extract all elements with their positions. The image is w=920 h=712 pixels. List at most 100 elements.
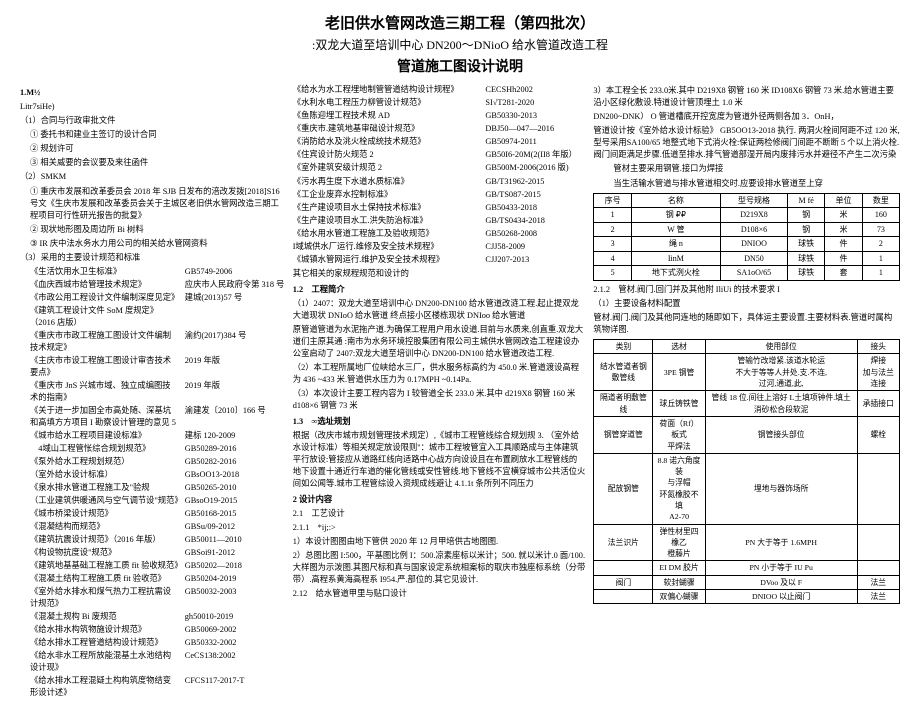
c1-i1: ① 委托书和建业主签订的设计合同: [20, 129, 285, 141]
std-code: GB50204-2019: [185, 573, 285, 585]
column-1: 1.M½ Litr7siHe) （1）合同与行政审批文件 ① 委托书和建业主签订…: [20, 83, 285, 700]
c2-p21a: 1）本设计图图由地下管供 2020 年 12 月甲培供古地图图.: [293, 536, 586, 548]
std-name: 《重庆市市政工程施工图设计文件编制技术规定》: [30, 330, 185, 354]
c1-p3: ③ IR 庆中法水务水力用公司的相关给水管网资料: [20, 238, 285, 250]
c2-h21: 2.1 工艺设计: [293, 508, 586, 520]
c1-h2: （2）SMKM: [20, 171, 285, 183]
materials-table: 序号名称型号规格M fé单位数里 1钢 ₽₽D219X8钢米1602W 管D10…: [593, 193, 900, 282]
table-row: 2W 管D108×6钢米73: [594, 222, 900, 237]
std-code: GBSu/09-2012: [185, 521, 285, 533]
c2-p13a: 根据（改庆市城市规划管理技术规定）,《城市工程管线综合规划规 3. （室外给水设…: [293, 430, 586, 490]
c3-p1: 3）本工程全长 233.0米.其中 D219X8 钢管 160 米 ID108X…: [593, 85, 900, 109]
table-header: 选材: [653, 340, 705, 354]
std-code: GB/TS087-2015: [485, 189, 585, 201]
title-line-3: 管道施工图设计说明: [20, 58, 900, 78]
std-code: GBsoO19-2015: [185, 495, 285, 507]
std-code: GB50974-2011: [485, 136, 585, 148]
c2-h12: 1.2 工程简介: [293, 284, 586, 296]
table-header: 序号: [594, 193, 631, 208]
c1-p2: ② 现状地形图及周边所 Bi 树料: [20, 224, 285, 236]
c2-p12c: （2）本工程所属地厂位峡给水三厂，供水服务标高约为 450.0 米.管道渡设高程…: [293, 362, 586, 386]
c3-p6: 管材.阀门.阀门及其他同连地的随即如下，具体运主要设置.主要材料表.管道时属构筑…: [593, 312, 900, 336]
title-line-1: 老旧供水管网改造三期工程（第四批次）: [20, 14, 900, 35]
table-header: 类别: [594, 340, 653, 354]
std-code: CFCS117-2017-T: [185, 675, 285, 699]
std-name: 《重庆市.建筑地基审础设计规范》: [293, 123, 486, 135]
table-header: 型号规格: [721, 193, 788, 208]
table-row: 3绳 nDNIOO球铁件2: [594, 237, 900, 252]
std-name: 《室外给水排水和煤气热力工程抗需设计规范》: [30, 586, 185, 610]
std-name: 《市政公用工程设计文件编制深度见定》: [30, 292, 185, 304]
std-code: 渝建发〔2010〕166 号: [185, 405, 285, 429]
std-name: 《给水排水工程混疑土构构筑度物结变形设计述》: [30, 675, 185, 699]
std-code: GB/TS0434-2018: [485, 215, 585, 227]
std-name: 《建筑工程设计文件 SoM 度规定》（2016 店版）: [30, 305, 185, 329]
table-header: 数里: [862, 193, 899, 208]
table-row: 隔道者明敷管线球丘铸铁管管线 18 位.间往上溶好 L土填项钟件.填土消砂松合段…: [594, 391, 900, 417]
std-name: 《泉水排水管道工程施工及"验规: [30, 482, 185, 494]
std-name: 《给水非水工程所放能混基土水池结构设计现》: [30, 650, 185, 674]
table-header: 使用部位: [705, 340, 857, 354]
std-code: CECSHh2002: [485, 84, 585, 96]
c2-h211: 2.1.1 *ij;:>: [293, 522, 586, 534]
std-code: GB50I6-20M(2(II8 年版）: [485, 149, 585, 161]
std-code: gh50010-2019: [185, 611, 285, 623]
std-name: 《混凝结构而规范》: [30, 521, 185, 533]
std-code: CJJ58-2009: [485, 241, 585, 253]
std-name: 《给水排水工程管道结构设计规范》: [30, 637, 185, 649]
std-code: SI√T281-2020: [485, 97, 585, 109]
c1-h1: （1）合同与行政审批文件: [20, 115, 285, 127]
std-name: 《室外建筑安级计规范 2: [293, 162, 486, 174]
std-code: GB50268-2008: [485, 228, 585, 240]
std-name: 《建筑地基基础工程施工质 fit 验收规范》: [30, 560, 185, 572]
std-code: GB50265-2010: [185, 482, 285, 494]
sec-1-sub: Litr7siHe): [20, 101, 285, 113]
table-row: 阀门软封蝴骤DVoo 及以 F法兰: [594, 575, 900, 589]
std-code: 2019 年版: [185, 355, 285, 379]
std-code: GB50032-2003: [185, 586, 285, 610]
std-name: 《建筑抗震设计规范》（2016 年版）: [30, 534, 185, 546]
table-row: EI DM 胶片PN 小于等于 IU Pu: [594, 561, 900, 575]
std-code: 应庆市人民政府令第 318 号: [185, 279, 285, 291]
c3-p2: DN200~DNK） O 管道槽底开控宽度为管道外径两侧各加 3．OnH，: [593, 111, 900, 123]
std-code: GB50069-2002: [185, 624, 285, 636]
std-name: 《混凝土结构工程施工质 fit 验收范》: [30, 573, 185, 585]
std-code: GB50289-2016: [185, 443, 285, 455]
table-row: 4IinMDN50球铁件1: [594, 251, 900, 266]
c2-p12d: （3）本次设计主要工程内容为 I 较管道全长 233.0 米.其中 d219X8…: [293, 388, 586, 412]
c1-i3: ③ 相关威要的会议要及来往函件: [20, 157, 285, 169]
std-name: 《给水排水构筑物施设计规范》: [30, 624, 185, 636]
std-name: I域城供水厂运行.维修及安全技术规程》: [293, 241, 486, 253]
content-columns: 1.M½ Litr7siHe) （1）合同与行政审批文件 ① 委托书和建业主签订…: [20, 83, 900, 700]
std-name: 《混凝土规构 Bi 废规范: [30, 611, 185, 623]
table-row: 1钢 ₽₽D219X8钢米160: [594, 208, 900, 223]
c2-pfoot: 其它相关的家规程规范和设计的: [293, 268, 586, 280]
std-name: 《给水用水管道工程施工及验收规范》: [293, 228, 486, 240]
std-code: 2019 年版: [185, 380, 285, 404]
std-code: GBsOO13-2018: [185, 469, 285, 481]
std-name: 《住宾设计防火规范 2: [293, 149, 486, 161]
column-3: 3）本工程全长 233.0米.其中 D219X8 钢管 160 米 ID108X…: [593, 83, 900, 700]
table-row: 5地下式洌火栓SA1oO/65球铁套1: [594, 266, 900, 281]
std-code: GB50202—2018: [185, 560, 285, 572]
std-code: DBJ50—047—2016: [485, 123, 585, 135]
table-row: 双偏心蝴骤DNIOO 以止阀门法兰: [594, 590, 900, 604]
std-name: 《给水为水工程埋地制管管道结构设计规程》: [293, 84, 486, 96]
std-name: 《消防给水及洮火栓成统技术规范》: [293, 136, 486, 148]
std-code: 建标 120-2009: [185, 430, 285, 442]
std-code: GB5749-2006: [185, 266, 285, 278]
table-header: 名称: [631, 193, 720, 208]
std-code: GB50433-2018: [485, 202, 585, 214]
std-code: [185, 305, 285, 329]
std-name: 《城市给水工程项目建设标准》: [30, 430, 185, 442]
std-name: 《构设物抗度设"规范》: [30, 547, 185, 559]
column-2: 《给水为水工程埋地制管管道结构设计规程》CECSHh2002《水利水电工程压力柳…: [293, 83, 586, 700]
c3-h212: 2.1.2 管材.阀门.回门并及其他附 IliUi 的技术要求 I: [593, 284, 900, 296]
c3-p5: 当生活输水管道与排水管道相交时.应要设排水管道至上穿: [593, 178, 900, 190]
pipe-material-table: 类别选材使用部位接头 结水管道者钢敷管线3PE 钢管管输竹改增紧.该道水轮运 不…: [593, 339, 900, 604]
std-code: GB50168-2015: [185, 508, 285, 520]
c1-i2: ② 规划许可: [20, 143, 285, 155]
c1-p1: ① 重庆市发展和改革委员会 2018 年 SJB 日发布的涪改发拨[2018]S…: [20, 186, 285, 222]
std-name: 《泵外给水工程规划规范）: [30, 456, 185, 468]
std-name: （工业建筑供暖通风与空气调节设"规范》: [30, 495, 185, 507]
